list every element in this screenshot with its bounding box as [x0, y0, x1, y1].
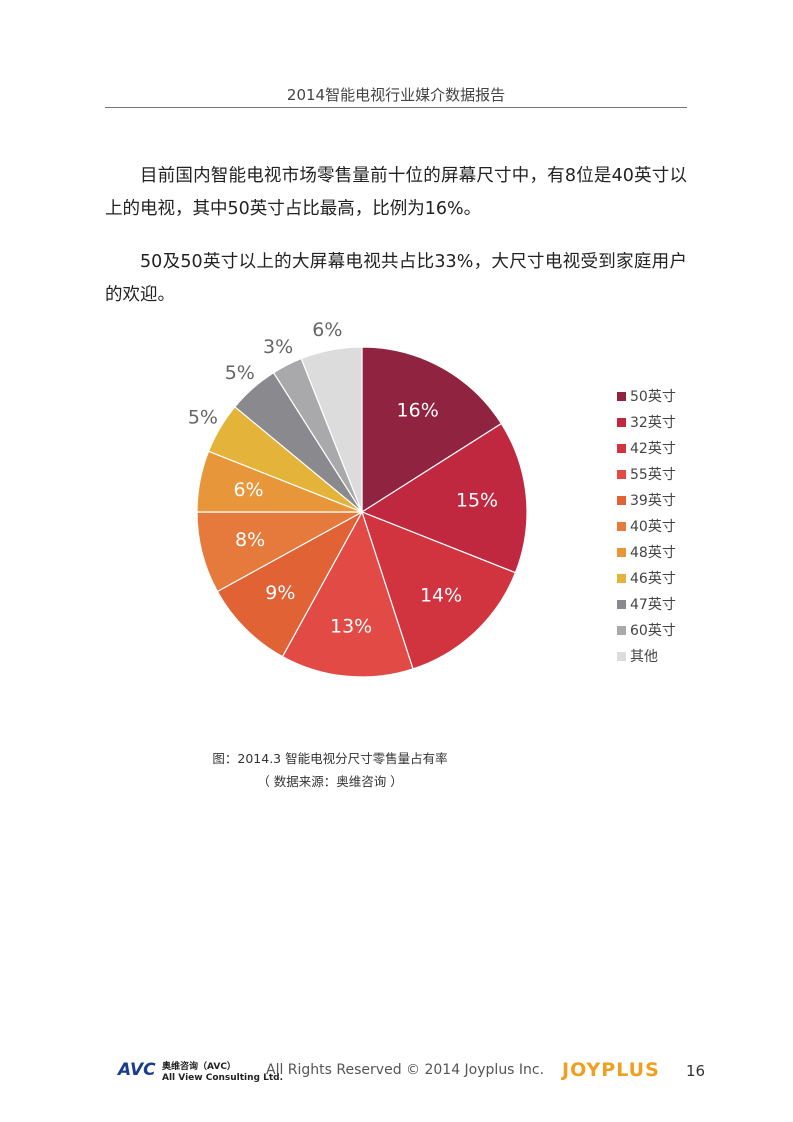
header-title: 2014智能电视行业媒介数据报告 [286, 86, 506, 104]
slice-label: 16% [397, 399, 439, 421]
legend-swatch [617, 600, 626, 609]
avc-logo: AVC [118, 1060, 156, 1080]
pie-slice [361, 346, 503, 514]
legend-label: 46英寸 [630, 570, 676, 587]
legend-swatch [617, 548, 626, 557]
slice-label: 3% [263, 336, 293, 358]
avc-cn: 奥维咨询（AVC） [162, 1062, 236, 1072]
slice-label: 5% [225, 362, 255, 384]
caption: 图：2014.3 智能电视分尺寸零售量占有率 [212, 751, 448, 766]
slice-label: 6% [233, 479, 263, 501]
caption-source: （ 数据来源：奥维咨询 ） [257, 774, 403, 789]
pie-slice [216, 510, 364, 658]
legend-label: 50英寸 [630, 388, 676, 405]
legend-label: 39英寸 [630, 492, 676, 509]
legend-label: 其他 [630, 649, 658, 665]
legend-label: 55英寸 [630, 466, 676, 483]
legend-label: 47英寸 [630, 596, 676, 613]
legend-label: 40英寸 [630, 518, 676, 535]
pie-slice [281, 510, 414, 678]
slice-label: 13% [330, 615, 372, 637]
legend-swatch [617, 522, 626, 531]
slice-label: 15% [456, 490, 498, 512]
legend-swatch [617, 496, 626, 505]
legend-swatch [617, 652, 626, 661]
header-rule [105, 107, 687, 108]
slice-label: 9% [265, 582, 295, 604]
legend-label: 60英寸 [630, 622, 676, 639]
slice-label: 8% [235, 529, 265, 551]
pie-slice [360, 422, 528, 574]
chart: 16% 15% 14% 13% 9% 8% 6% 5% 5% 3% 6% 50英寸 32英寸 42英寸 55… [188, 319, 676, 678]
paragraph: 50及50英寸以上的大屏幕电视共占比33%，大尺寸电视受到家庭用户的欢迎。 [105, 252, 687, 305]
avc-en: All View Consulting Ltd. [162, 1073, 284, 1083]
copyright: All Rights Reserved © 2014 Joyplus Inc. [266, 1062, 545, 1078]
legend-label: 48英寸 [630, 544, 676, 561]
legend-swatch [617, 418, 626, 427]
legend-swatch [617, 626, 626, 635]
legend-swatch [617, 444, 626, 453]
legend-label: 42英寸 [630, 440, 676, 457]
slice-label: 14% [420, 585, 462, 607]
joyplus-logo: JOYPLUS [562, 1059, 660, 1081]
pie-slice [300, 346, 363, 513]
slice-label: 5% [188, 406, 218, 428]
paragraph: 目前国内智能电视市场零售量前十位的屏幕尺寸中，有8位是40英寸以上的电视，其中5… [105, 166, 687, 219]
page-number: 16 [686, 1062, 706, 1080]
legend-swatch [617, 470, 626, 479]
legend-swatch [617, 574, 626, 583]
legend-label: 32英寸 [630, 414, 676, 431]
legend-swatch [617, 392, 626, 401]
avc-name: 奥维咨询（AVC） All View Consulting Ltd. [162, 1062, 283, 1084]
slice-label: 6% [312, 319, 342, 341]
